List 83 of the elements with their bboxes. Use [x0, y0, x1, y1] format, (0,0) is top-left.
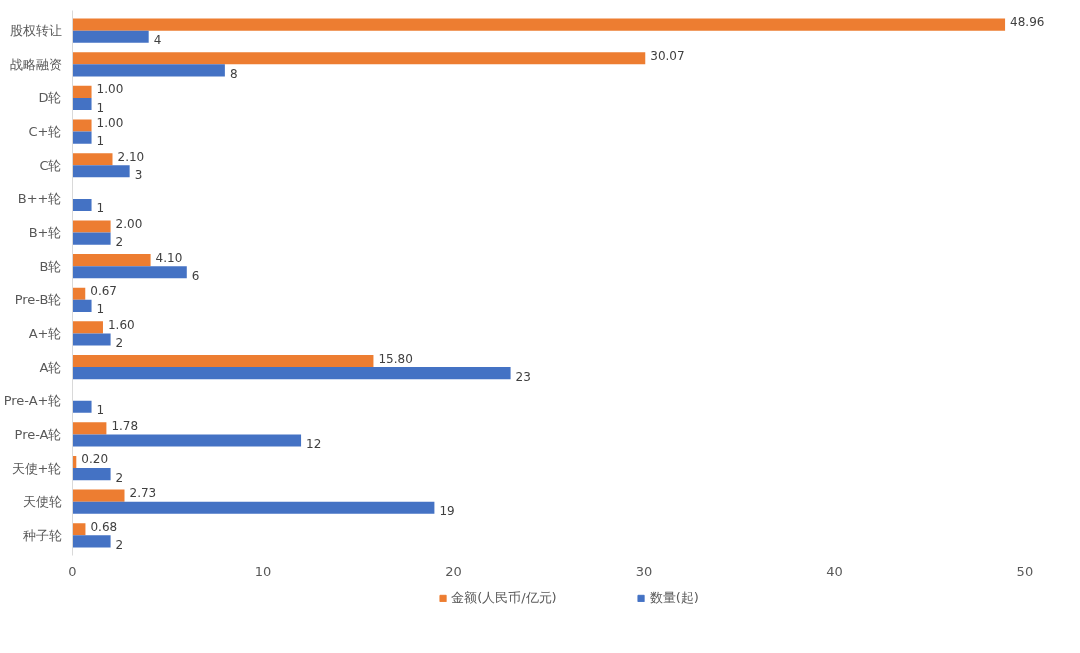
data-label: 2: [115, 235, 124, 250]
data-label: 0.67: [90, 284, 117, 299]
data-label: 2.10: [117, 149, 145, 164]
y-tick-label: B轮: [39, 258, 62, 274]
bar: [72, 523, 86, 536]
data-label: 19: [439, 504, 455, 519]
data-label: 1: [96, 302, 105, 317]
bar: [72, 220, 111, 233]
bar: [72, 299, 92, 312]
y-tick-label: B+轮: [28, 225, 62, 241]
bar: [72, 131, 92, 144]
data-label: 2: [115, 336, 124, 351]
data-label: 2: [115, 537, 124, 552]
bar: [72, 354, 374, 368]
bar: [72, 489, 125, 502]
x-tick-label: 30: [635, 563, 653, 579]
y-tick-label: C+轮: [28, 124, 62, 140]
data-label: 1.78: [111, 418, 139, 433]
data-label: 1.00: [96, 116, 124, 131]
y-tick-label: D轮: [38, 90, 62, 106]
y-tick-label: Pre-B轮: [14, 292, 62, 308]
bar: [72, 85, 92, 98]
data-label: 4.10: [155, 250, 183, 265]
data-label: 6: [191, 268, 200, 283]
bar: [72, 30, 149, 43]
bar: [72, 232, 111, 245]
bar: [72, 266, 187, 279]
bar: [72, 400, 92, 413]
y-tick-label: A+轮: [28, 325, 62, 341]
data-label: 48.96: [1010, 15, 1045, 30]
data-label: 0.20: [81, 452, 109, 467]
data-label: 1: [96, 134, 105, 149]
y-tick-label: 股权转让: [9, 23, 62, 39]
bar: [72, 321, 103, 334]
y-tick-label: A轮: [39, 359, 62, 375]
y-tick-label: 天使轮: [22, 494, 62, 510]
legend-label: 数量(起): [649, 589, 699, 607]
bar: [72, 18, 1006, 31]
bar: [72, 468, 111, 481]
bar: [72, 64, 225, 77]
x-tick-label: 0: [68, 563, 77, 579]
data-label: 12: [306, 436, 322, 451]
y-tick-label: Pre-A+轮: [3, 393, 62, 409]
bar: [72, 153, 113, 166]
y-tick-label: Pre-A轮: [14, 426, 62, 442]
bar: [72, 501, 435, 514]
y-tick-label: C轮: [39, 157, 62, 173]
data-label: 30.07: [650, 48, 685, 63]
bar: [72, 434, 302, 447]
data-label: 4: [153, 33, 162, 48]
data-label: 15.80: [378, 351, 413, 366]
data-label: 2.73: [129, 486, 157, 501]
data-label: 3: [134, 167, 143, 182]
data-label: 1: [96, 201, 105, 216]
bar: [72, 333, 111, 346]
bar: [72, 367, 511, 380]
data-label: 8: [229, 66, 238, 81]
data-label: 1.60: [107, 317, 135, 332]
bar: [72, 198, 92, 212]
data-label: 0.68: [90, 519, 118, 534]
y-tick-label: 战略融资: [9, 56, 62, 72]
bar: [72, 535, 111, 548]
bar: [72, 287, 86, 300]
bar: [72, 52, 646, 65]
data-label: 23: [515, 369, 531, 384]
data-label: 1.00: [96, 82, 124, 97]
x-tick-label: 20: [445, 563, 462, 579]
x-tick-label: 50: [1016, 563, 1034, 579]
bar: [72, 165, 130, 178]
bar: [72, 97, 92, 111]
data-label: 1: [96, 403, 105, 418]
x-tick-label: 10: [254, 563, 272, 579]
legend-label: 金额(人民币/亿元): [451, 589, 557, 607]
data-label: 2.00: [115, 216, 143, 231]
x-tick-label: 40: [826, 563, 843, 579]
y-tick-label: 天使+轮: [11, 460, 62, 476]
bar: [72, 422, 107, 435]
data-label: 2: [115, 470, 124, 485]
data-label: 1: [96, 100, 105, 115]
y-tick-label: 种子轮: [22, 527, 62, 543]
bar: [72, 254, 151, 267]
bar: [72, 119, 92, 132]
y-tick-label: B++轮: [17, 191, 62, 207]
